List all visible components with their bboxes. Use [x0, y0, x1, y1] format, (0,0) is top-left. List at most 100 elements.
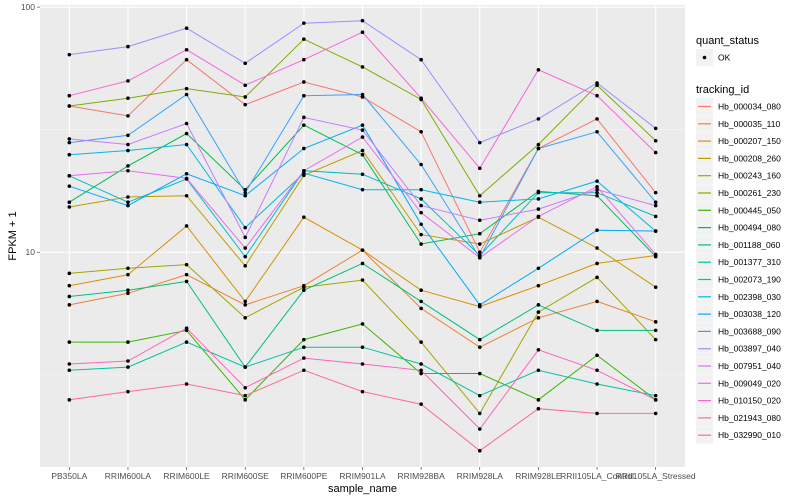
data-point-Hb_009049_020-RRIM600LE: [184, 176, 189, 181]
data-point-Hb_000208_260-PB350LA: [67, 205, 72, 209]
data-point-Hb_000243_160-RRIM600SE: [243, 316, 248, 320]
data-point-Hb_002073_190-RRII105LA_Stressed: [653, 214, 658, 219]
data-point-Hb_000243_160-RRIM600PE: [302, 285, 306, 290]
data-point-Hb_000243_160-RRIM901LA: [360, 278, 365, 282]
legend-label-Hb_003038_120: Hb_003038_120: [718, 309, 781, 319]
data-point-Hb_007951_040-RRIM928LA: [477, 218, 482, 223]
data-point-Hb_000034_080-RRIM600SE: [243, 102, 248, 107]
data-point-Hb_000034_080-RRIM928LA: [477, 250, 482, 255]
data-point-Hb_003038_120-RRII105LA_Stressed: [653, 229, 658, 233]
legend-label-Hb_000261_230: Hb_000261_230: [718, 188, 781, 198]
data-point-Hb_000261_230-RRIM928LE: [536, 142, 541, 147]
legend-label-Hb_000208_260: Hb_000208_260: [718, 153, 781, 163]
data-point-Hb_000208_260-RRIM600LA: [126, 195, 130, 199]
data-point-Hb_010150_020-RRIM928BA: [419, 96, 423, 100]
data-point-Hb_002398_030-PB350LA: [67, 152, 72, 157]
data-point-Hb_003897_040-RRII105LA_Control: [595, 81, 599, 85]
data-point-Hb_002398_030-RRIM600LE: [184, 142, 189, 147]
data-point-Hb_000445_050-RRIM600SE: [243, 398, 248, 402]
data-point-Hb_003688_090-RRIM600LA: [126, 133, 130, 138]
data-point-Hb_002073_190-RRIM928LE: [536, 190, 541, 195]
x-tick-label: RRIM901LA: [339, 471, 386, 481]
data-point-Hb_003897_040-RRIM928BA: [419, 57, 423, 62]
data-point-Hb_000445_050-RRIM928BA: [419, 371, 423, 376]
data-point-Hb_002073_190-RRIM901LA: [360, 172, 365, 177]
legend: quant_status OK tracking_id Hb_000034_08…: [696, 35, 781, 444]
data-point-Hb_001188_060-RRIM928LE: [536, 303, 541, 307]
data-point-Hb_003688_090-RRII105LA_Control: [595, 129, 599, 134]
data-point-Hb_000445_050-RRIM600LA: [126, 340, 130, 344]
data-point-Hb_003688_090-RRII105LA_Stressed: [653, 200, 658, 204]
data-point-Hb_002398_030-RRIM600PE: [302, 171, 306, 176]
data-point-Hb_032990_010-PB350LA: [67, 398, 72, 402]
data-point-Hb_009049_020-RRIM928LE: [536, 214, 541, 219]
x-tick-label: RRIM928LA: [457, 471, 504, 481]
data-point-Hb_021943_080-RRIM600LE: [184, 326, 189, 330]
data-point-Hb_007951_040-PB350LA: [67, 137, 72, 141]
data-point-Hb_000243_160-RRIM928BA: [419, 340, 423, 344]
data-point-Hb_000208_260-RRIM600SE: [243, 264, 248, 268]
data-point-Hb_001188_060-RRII105LA_Stressed: [653, 328, 658, 333]
data-point-Hb_000207_150-PB350LA: [67, 283, 72, 288]
data-point-Hb_001188_060-RRIM600PE: [302, 288, 306, 293]
data-point-Hb_003038_120-RRIM901LA: [360, 123, 365, 127]
data-point-Hb_001377_310-RRIM600SE: [243, 365, 248, 369]
data-point-Hb_003688_090-RRIM600LE: [184, 92, 189, 97]
data-point-Hb_000035_110-RRIM600LE: [184, 272, 189, 277]
data-point-Hb_009049_020-PB350LA: [67, 174, 72, 178]
data-point-Hb_010150_020-PB350LA: [67, 93, 72, 98]
data-point-Hb_000207_150-RRIM600LE: [184, 224, 189, 228]
data-point-Hb_000207_150-RRIM901LA: [360, 248, 365, 252]
x-tick-label: RRIM928BA: [398, 471, 446, 481]
data-point-Hb_000445_050-RRII105LA_Control: [595, 353, 599, 358]
data-point-Hb_000243_160-RRIM600LA: [126, 266, 130, 271]
legend-label-Hb_000207_150: Hb_000207_150: [718, 136, 781, 146]
legend-label-Hb_000035_110: Hb_000035_110: [718, 119, 781, 129]
data-point-Hb_001188_060-RRIM600LE: [184, 279, 189, 284]
data-point-Hb_001377_310-RRIM600PE: [302, 345, 306, 349]
data-point-Hb_000035_110-PB350LA: [67, 303, 72, 307]
data-point-Hb_000035_110-RRII105LA_Control: [595, 299, 599, 304]
data-point-Hb_032990_010-RRIM928BA: [419, 402, 423, 406]
data-point-Hb_000034_080-RRIM928BA: [419, 129, 423, 134]
data-point-Hb_002398_030-RRIM928LA: [477, 200, 482, 204]
data-point-Hb_007951_040-RRIM600PE: [302, 115, 306, 120]
data-point-Hb_021943_080-RRIM928LA: [477, 427, 482, 431]
legend-label-Hb_003688_090: Hb_003688_090: [718, 326, 781, 336]
legend-label-Hb_000034_080: Hb_000034_080: [718, 102, 781, 112]
legend-label-Hb_000445_050: Hb_000445_050: [718, 205, 781, 215]
data-point-Hb_003688_090-RRIM600PE: [302, 93, 306, 98]
data-point-Hb_001188_060-RRII105LA_Control: [595, 328, 599, 333]
data-point-Hb_000494_080-RRIM600PE: [302, 123, 306, 127]
data-point-Hb_003688_090-RRIM928BA: [419, 162, 423, 167]
data-point-Hb_000207_150-RRIM600LA: [126, 272, 130, 277]
data-point-Hb_021943_080-PB350LA: [67, 362, 72, 366]
data-point-Hb_000261_230-RRIM901LA: [360, 65, 365, 69]
data-point-Hb_003897_040-RRIM600LA: [126, 44, 130, 49]
data-point-Hb_001188_060-RRIM901LA: [360, 261, 365, 266]
y-axis-title: FPKM + 1: [7, 211, 19, 260]
data-point-Hb_001377_310-RRIM928LA: [477, 393, 482, 398]
data-point-Hb_032990_010-RRIM600SE: [243, 393, 248, 398]
data-point-Hb_000445_050-RRIM928LA: [477, 371, 482, 376]
data-point-Hb_003897_040-RRIM901LA: [360, 18, 365, 23]
data-point-Hb_002073_190-RRIM928BA: [419, 197, 423, 201]
legend-label-Hb_010150_020: Hb_010150_020: [718, 396, 781, 406]
data-point-Hb_032990_010-RRIM600LA: [126, 389, 130, 394]
data-point-Hb_009049_020-RRIM600LA: [126, 168, 130, 173]
data-point-Hb_032990_010-RRIM901LA: [360, 389, 365, 394]
data-point-Hb_001377_310-PB350LA: [67, 368, 72, 373]
data-point-Hb_000261_230-RRII105LA_Stressed: [653, 138, 658, 143]
data-point-Hb_007951_040-RRIM600SE: [243, 235, 248, 240]
data-point-Hb_000243_160-RRII105LA_Control: [595, 275, 599, 280]
data-point-Hb_001377_310-RRIM600LA: [126, 365, 130, 369]
data-point-Hb_002073_190-RRIM600SE: [243, 254, 248, 259]
x-tick-label: RRIM600PE: [280, 471, 328, 481]
x-axis-title: sample_name: [328, 483, 397, 495]
data-point-Hb_000243_160-RRIM600LE: [184, 262, 189, 267]
data-point-Hb_003038_120-RRIM600PE: [302, 146, 306, 151]
data-point-Hb_010150_020-RRIM600SE: [243, 83, 248, 88]
x-tick-label: RRIM928LE: [515, 471, 562, 481]
data-point-Hb_001188_060-RRIM600LA: [126, 288, 130, 293]
